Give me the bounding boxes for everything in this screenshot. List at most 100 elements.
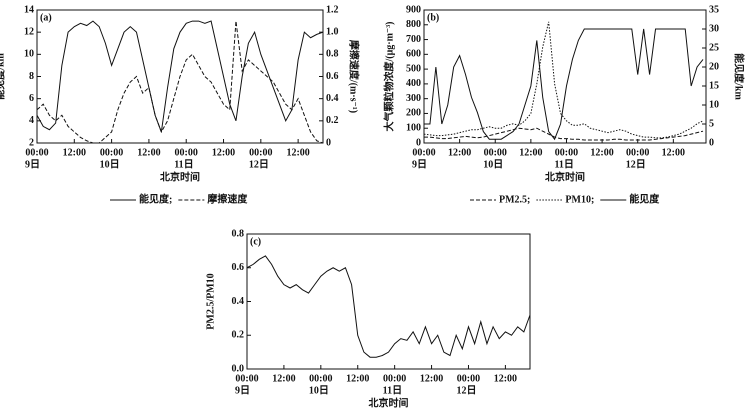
- x-tick-label: 00:00: [412, 147, 435, 158]
- x-tick-label: 12:00: [519, 147, 542, 158]
- y-tick-label: 14: [24, 4, 34, 15]
- day-label: 9日: [235, 384, 250, 396]
- y-tick-label: 12: [24, 26, 34, 37]
- legend-label: PM10: [565, 194, 591, 205]
- y-tick-label: 8: [29, 71, 34, 82]
- legend-label: 能见度: [629, 192, 660, 205]
- y2-tick-label: 15: [709, 80, 719, 91]
- y2-tick-label: 0.2: [326, 115, 339, 126]
- y2-tick-label: 0.4: [326, 93, 339, 104]
- y2-tick-label: 20: [709, 61, 719, 72]
- x-tick-label: 12:00: [63, 147, 86, 158]
- x-tick-label: 00:00: [383, 373, 406, 384]
- legend-label: 摩擦速度: [207, 192, 248, 205]
- day-label: 9日: [412, 158, 427, 170]
- y-tick-label: 0.6: [232, 262, 245, 273]
- y-tick-label: 2: [29, 137, 34, 148]
- y-tick-label: 400: [406, 78, 421, 89]
- y-tick-label: 4: [29, 115, 34, 126]
- y-tick-label: 200: [406, 108, 421, 119]
- x-tick-label: 12:00: [590, 147, 613, 158]
- x-tick-label: 00:00: [175, 147, 198, 158]
- y2-tick-label: 25: [709, 42, 719, 53]
- y-tick-label: 300: [406, 93, 421, 104]
- legend-separator: ;: [169, 194, 172, 205]
- x-tick-label: 12:00: [494, 373, 517, 384]
- y2-tick-label: 0.8: [326, 49, 339, 60]
- y2-axis-title: 摩擦速度/(m·s⁻¹): [348, 40, 361, 113]
- x-tick-label: 00:00: [25, 147, 48, 158]
- x-tick-label: 00:00: [457, 373, 480, 384]
- y-tick-label: 6: [29, 93, 34, 104]
- x-axis-title: 北京时间: [160, 170, 200, 183]
- y-axis-title: PM2.5/PM10: [205, 273, 216, 329]
- y-tick-label: 0: [416, 137, 421, 148]
- day-label: 12日: [456, 384, 476, 396]
- legend-label: PM2.5: [499, 194, 527, 205]
- x-tick-label: 00:00: [100, 147, 123, 158]
- day-label: 12日: [626, 158, 646, 170]
- y-tick-label: 0.8: [232, 228, 245, 239]
- y2-axis-title: 能见度/km: [733, 53, 746, 100]
- x-tick-label: 00:00: [484, 147, 507, 158]
- panel-label: (b): [427, 12, 439, 23]
- x-tick-label: 12:00: [448, 147, 471, 158]
- panel-label: (a): [40, 12, 52, 23]
- y2-tick-label: 0: [709, 137, 714, 148]
- y-tick-label: 10: [24, 49, 34, 60]
- day-label: 10日: [309, 384, 329, 396]
- y2-tick-label: 5: [709, 118, 714, 129]
- x-tick-label: 12:00: [286, 147, 309, 158]
- series-line: [424, 127, 704, 141]
- x-tick-label: 12:00: [420, 373, 443, 384]
- y-tick-label: 0.2: [232, 330, 245, 341]
- day-label: 11日: [383, 384, 402, 396]
- y2-tick-label: 1.0: [326, 26, 339, 37]
- y-axis-title: 大气颗粒物浓度/(μg·m⁻³): [382, 21, 395, 131]
- y2-tick-label: 0.6: [326, 71, 339, 82]
- day-label: 10日: [100, 158, 120, 170]
- y-tick-label: 0.4: [232, 296, 245, 307]
- y-tick-label: 0.0: [232, 363, 245, 374]
- y-tick-label: 800: [406, 19, 421, 30]
- x-tick-label: 12:00: [272, 373, 295, 384]
- day-label: 9日: [25, 158, 40, 170]
- y-tick-label: 500: [406, 63, 421, 74]
- y-axis-title: 能见度/km: [0, 52, 6, 99]
- x-tick-label: 00:00: [309, 373, 332, 384]
- x-axis-title: 北京时间: [545, 170, 585, 183]
- series-line: [246, 255, 531, 358]
- series-line: [36, 21, 324, 144]
- y2-tick-label: 30: [709, 23, 719, 34]
- y2-tick-label: 35: [709, 4, 719, 15]
- x-tick-label: 00:00: [626, 147, 649, 158]
- day-label: 10日: [483, 158, 503, 170]
- plot-frame: [423, 9, 707, 144]
- legend-separator: ;: [591, 194, 594, 205]
- series-line: [424, 28, 704, 141]
- x-tick-label: 00:00: [249, 147, 272, 158]
- y-tick-label: 100: [406, 123, 421, 134]
- panel-label: (c): [250, 236, 261, 247]
- day-label: 12日: [249, 158, 269, 170]
- x-tick-label: 00:00: [235, 373, 258, 384]
- y-tick-label: 600: [406, 49, 421, 60]
- plot-frame: [246, 233, 531, 370]
- x-tick-label: 12:00: [662, 147, 685, 158]
- x-tick-label: 12:00: [346, 373, 369, 384]
- y2-tick-label: 10: [709, 99, 719, 110]
- series-line: [36, 20, 324, 133]
- legend-separator: ;: [527, 194, 530, 205]
- x-tick-label: 12:00: [137, 147, 160, 158]
- y2-tick-label: 0: [326, 137, 331, 148]
- day-label: 11日: [174, 158, 193, 170]
- y-tick-label: 900: [406, 4, 421, 15]
- x-tick-label: 00:00: [555, 147, 578, 158]
- x-tick-label: 12:00: [212, 147, 235, 158]
- legend-label: 能见度: [139, 192, 170, 205]
- y2-tick-label: 1.2: [326, 4, 339, 15]
- x-axis-title: 北京时间: [369, 396, 409, 409]
- y-tick-label: 700: [406, 34, 421, 45]
- day-label: 11日: [554, 158, 573, 170]
